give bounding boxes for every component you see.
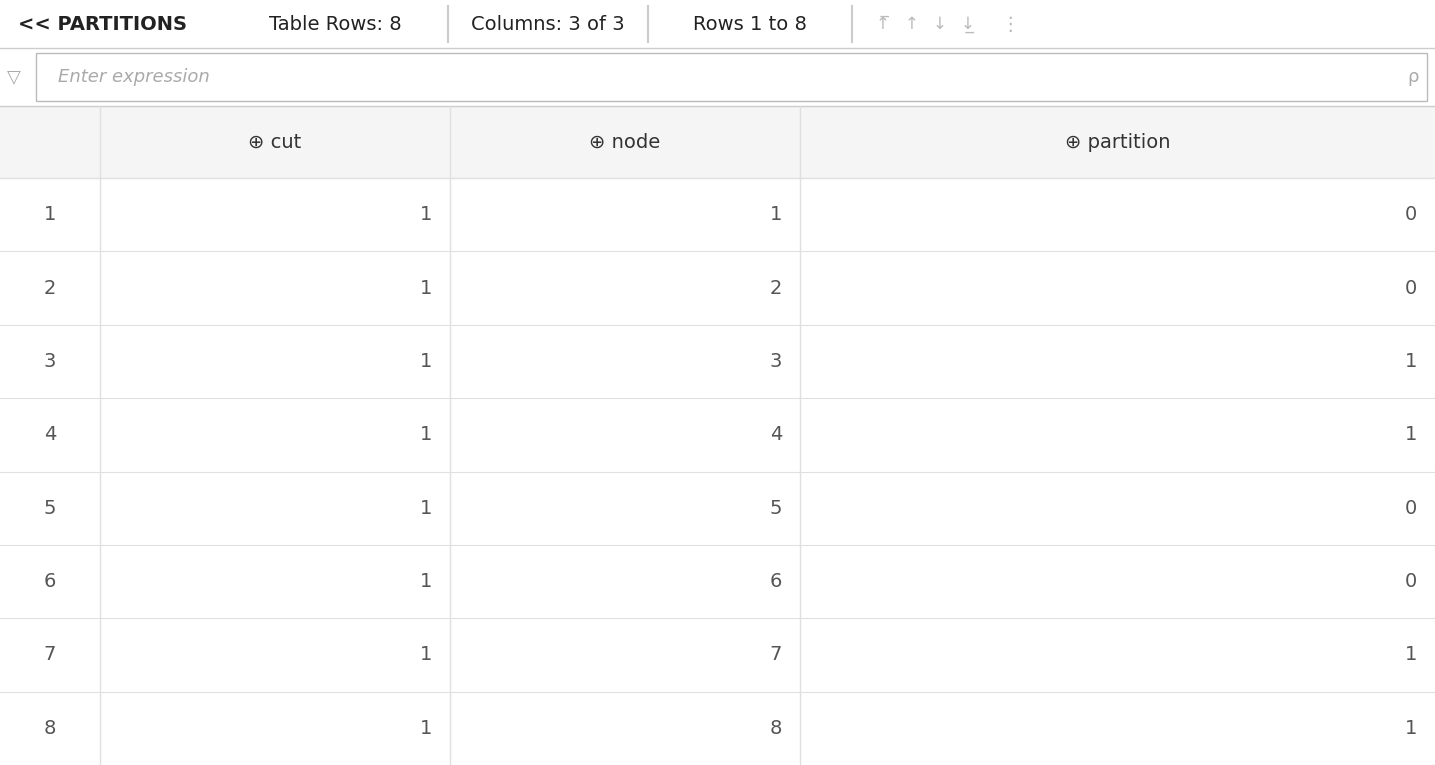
Text: 2: 2 — [769, 278, 782, 298]
Text: 1: 1 — [419, 719, 432, 737]
Bar — [0, 618, 1435, 692]
Text: 1: 1 — [419, 205, 432, 224]
Bar — [0, 178, 1435, 252]
Text: 1: 1 — [1405, 352, 1416, 371]
Text: Rows 1 to 8: Rows 1 to 8 — [693, 15, 806, 34]
Text: ↓̲: ↓̲ — [961, 15, 974, 33]
Text: ⊕ partition: ⊕ partition — [1065, 132, 1171, 151]
Text: 0: 0 — [1405, 205, 1416, 224]
Text: 6: 6 — [769, 572, 782, 591]
Text: 6: 6 — [44, 572, 56, 591]
Text: ⋮: ⋮ — [1000, 15, 1020, 34]
Text: 5: 5 — [769, 499, 782, 518]
Text: ▽: ▽ — [7, 68, 22, 86]
Text: 1: 1 — [419, 499, 432, 518]
Text: 1: 1 — [1405, 719, 1416, 737]
Text: 0: 0 — [1405, 572, 1416, 591]
FancyBboxPatch shape — [36, 53, 1426, 101]
Bar — [0, 398, 1435, 471]
Text: 5: 5 — [43, 499, 56, 518]
Text: 1: 1 — [419, 425, 432, 444]
Text: ⊕ cut: ⊕ cut — [248, 132, 301, 151]
Text: 8: 8 — [44, 719, 56, 737]
Bar — [0, 0, 1435, 48]
Text: << PARTITIONS: << PARTITIONS — [19, 15, 187, 34]
Text: ρ: ρ — [1408, 68, 1419, 86]
Bar — [0, 48, 1435, 106]
Text: 1: 1 — [419, 352, 432, 371]
Text: 7: 7 — [44, 646, 56, 665]
Text: 3: 3 — [769, 352, 782, 371]
Text: Table Rows: 8: Table Rows: 8 — [268, 15, 402, 34]
Bar — [0, 692, 1435, 765]
Text: ↑: ↑ — [905, 15, 918, 33]
Text: 0: 0 — [1405, 278, 1416, 298]
Text: 1: 1 — [44, 205, 56, 224]
Text: 8: 8 — [769, 719, 782, 737]
Bar — [0, 471, 1435, 545]
Text: ⊕ node: ⊕ node — [590, 132, 660, 151]
Text: 4: 4 — [44, 425, 56, 444]
Text: Enter expression: Enter expression — [57, 68, 210, 86]
Text: 1: 1 — [419, 278, 432, 298]
Text: 4: 4 — [769, 425, 782, 444]
Text: 1: 1 — [1405, 646, 1416, 665]
Text: 1: 1 — [419, 572, 432, 591]
Text: ↑̅: ↑̅ — [875, 15, 890, 33]
Text: 3: 3 — [44, 352, 56, 371]
Text: 1: 1 — [769, 205, 782, 224]
Text: 0: 0 — [1405, 499, 1416, 518]
Text: 1: 1 — [419, 646, 432, 665]
Bar — [0, 252, 1435, 325]
Text: 7: 7 — [769, 646, 782, 665]
Text: Columns: 3 of 3: Columns: 3 of 3 — [471, 15, 624, 34]
Bar — [0, 106, 1435, 178]
Text: ↓: ↓ — [933, 15, 947, 33]
Bar — [0, 545, 1435, 618]
Bar — [0, 325, 1435, 398]
Text: 2: 2 — [44, 278, 56, 298]
Text: 1: 1 — [1405, 425, 1416, 444]
